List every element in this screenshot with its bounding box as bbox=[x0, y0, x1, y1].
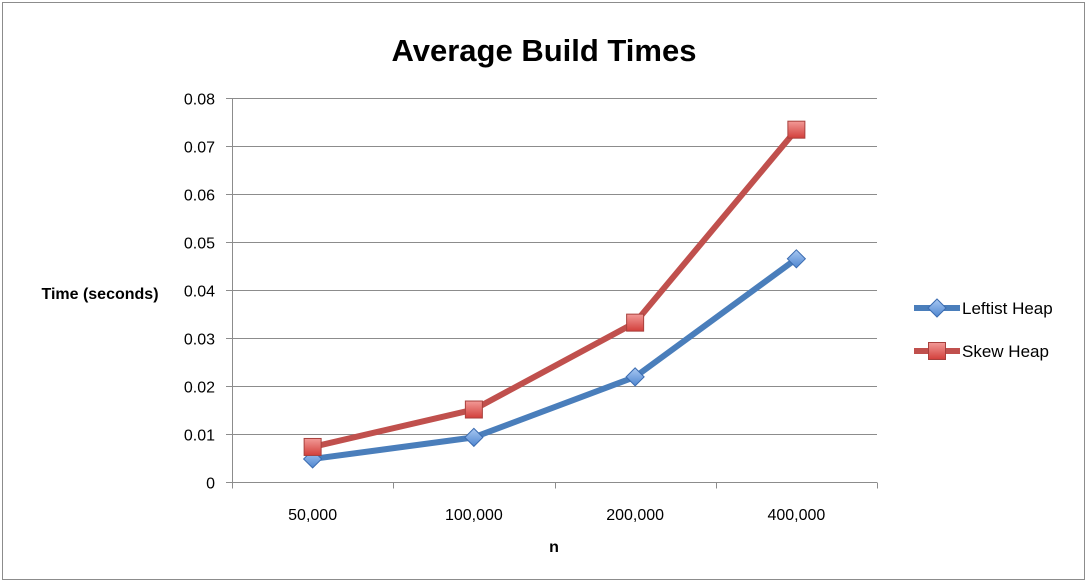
legend-marker bbox=[928, 342, 946, 360]
chart-title: Average Build Times bbox=[392, 33, 697, 68]
x-tick-label: 200,000 bbox=[606, 507, 664, 524]
series-leftist-heap bbox=[302, 249, 807, 469]
axis-layer: 0 0.01 0.02 0.03 0.04 0.05 0.06 0.07 0.08 50,000 1… bbox=[184, 92, 878, 524]
series-skew-heap bbox=[303, 120, 806, 456]
y-axis-label: Time (seconds) bbox=[41, 286, 158, 303]
x-tick-label: 100,000 bbox=[445, 507, 503, 524]
chart-svg: Average Build Times 0 0.01 0.02 0.03 0.04 0.0… bbox=[41, 33, 1053, 556]
y-tick-label: 0.03 bbox=[184, 332, 215, 349]
legend-label: Skew Heap bbox=[962, 342, 1049, 361]
x-tick-label: 50,000 bbox=[288, 507, 337, 524]
legend: Leftist Heap Skew Heap bbox=[914, 298, 1053, 361]
data-point-skew-heap bbox=[464, 400, 483, 419]
legend-item-leftist-heap: Leftist Heap bbox=[914, 298, 1053, 318]
y-tick-label: 0 bbox=[206, 476, 215, 493]
data-point-skew-heap bbox=[626, 313, 645, 332]
y-tick-label: 0.07 bbox=[184, 140, 215, 157]
y-tick-label: 0.08 bbox=[184, 92, 215, 109]
data-point-skew-heap bbox=[303, 437, 322, 456]
data-point-leftist-heap bbox=[625, 367, 645, 387]
y-tick-label: 0.01 bbox=[184, 428, 215, 445]
series-line-leftist-heap bbox=[309, 255, 800, 462]
x-tick-label: 400,000 bbox=[767, 507, 825, 524]
legend-label: Leftist Heap bbox=[962, 299, 1053, 318]
y-tick-label: 0.02 bbox=[184, 380, 215, 397]
y-tick-label: 0.05 bbox=[184, 236, 215, 253]
data-point-skew-heap bbox=[787, 120, 806, 139]
y-tick-label: 0.04 bbox=[184, 284, 215, 301]
data-point-leftist-heap bbox=[786, 249, 807, 269]
legend-marker bbox=[927, 298, 947, 318]
legend-item-skew-heap: Skew Heap bbox=[914, 342, 1049, 361]
series-layer bbox=[302, 120, 807, 469]
grid-layer bbox=[232, 98, 877, 435]
series-line-skew-heap bbox=[309, 126, 800, 450]
x-axis-label: n bbox=[549, 539, 559, 556]
data-point-leftist-heap bbox=[464, 427, 484, 448]
y-tick-label: 0.06 bbox=[184, 188, 215, 205]
